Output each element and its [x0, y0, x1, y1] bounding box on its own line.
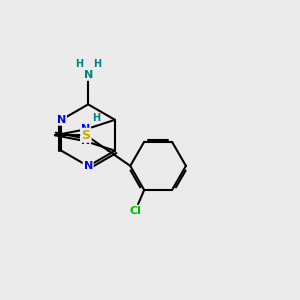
Text: N: N	[81, 136, 90, 146]
Text: Cl: Cl	[129, 206, 141, 216]
Text: H: H	[92, 113, 100, 123]
Text: N: N	[83, 70, 93, 80]
Text: H: H	[94, 59, 102, 69]
Text: N: N	[81, 124, 90, 134]
Text: N: N	[83, 161, 93, 171]
Text: H: H	[75, 59, 83, 69]
Text: S: S	[82, 129, 91, 142]
Text: N: N	[57, 115, 66, 125]
